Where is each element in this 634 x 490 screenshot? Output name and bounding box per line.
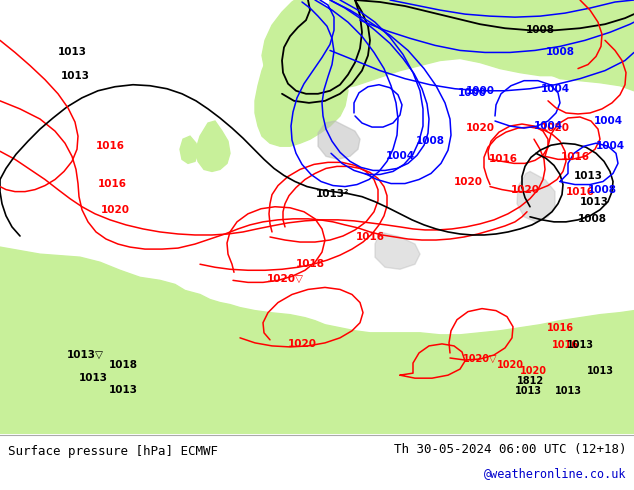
Polygon shape — [375, 232, 420, 270]
Text: 1016: 1016 — [560, 152, 590, 162]
Polygon shape — [517, 172, 555, 222]
Text: @weatheronline.co.uk: @weatheronline.co.uk — [484, 467, 626, 480]
Text: 1013: 1013 — [555, 386, 581, 396]
Text: 1020: 1020 — [496, 360, 524, 370]
Text: 1020: 1020 — [101, 205, 129, 215]
Polygon shape — [255, 0, 348, 146]
Text: 1020: 1020 — [541, 123, 569, 133]
Text: 1018: 1018 — [108, 360, 138, 370]
Polygon shape — [0, 247, 634, 434]
Text: 1004: 1004 — [385, 151, 415, 161]
Text: 1004: 1004 — [593, 116, 623, 126]
Text: 1008: 1008 — [545, 48, 574, 57]
Text: 1013▽: 1013▽ — [67, 350, 103, 360]
Text: 1812: 1812 — [517, 376, 543, 386]
Text: Surface pressure [hPa] ECMWF: Surface pressure [hPa] ECMWF — [8, 445, 218, 458]
Text: 1016: 1016 — [566, 187, 595, 196]
Text: 1004: 1004 — [595, 141, 624, 151]
Polygon shape — [315, 0, 634, 91]
Polygon shape — [196, 121, 230, 172]
Text: 1008: 1008 — [578, 214, 607, 224]
Text: 1020▽: 1020▽ — [463, 354, 497, 364]
Polygon shape — [540, 0, 634, 91]
Text: 1013²: 1013² — [316, 189, 350, 198]
Text: 1008: 1008 — [415, 136, 444, 146]
Text: 1020: 1020 — [510, 185, 540, 195]
Text: 1013: 1013 — [58, 48, 86, 57]
Text: 1000: 1000 — [465, 86, 495, 96]
Polygon shape — [262, 0, 342, 93]
Text: 1020: 1020 — [453, 176, 482, 187]
Text: 1016: 1016 — [98, 178, 127, 189]
Text: 1016: 1016 — [552, 340, 578, 350]
Text: 1008: 1008 — [526, 25, 555, 35]
Text: 1013: 1013 — [515, 386, 541, 396]
Text: 1013: 1013 — [60, 71, 89, 81]
Text: 1016: 1016 — [96, 141, 124, 151]
Text: 1020: 1020 — [465, 123, 495, 133]
Text: 1020: 1020 — [287, 339, 316, 349]
Text: 1013: 1013 — [586, 366, 614, 376]
Polygon shape — [318, 121, 360, 159]
Text: 1020▽: 1020▽ — [266, 274, 304, 284]
Text: 1013: 1013 — [79, 373, 108, 383]
Text: 1004: 1004 — [540, 84, 569, 94]
Text: Th 30-05-2024 06:00 UTC (12+18): Th 30-05-2024 06:00 UTC (12+18) — [394, 443, 626, 456]
Polygon shape — [600, 0, 634, 30]
Text: 1013: 1013 — [574, 172, 602, 181]
Text: 1020: 1020 — [519, 366, 547, 376]
Text: 1004: 1004 — [533, 121, 562, 131]
Text: 1013: 1013 — [579, 196, 609, 207]
Text: 1013: 1013 — [567, 340, 593, 350]
Polygon shape — [180, 136, 198, 163]
Text: 1016: 1016 — [547, 323, 574, 333]
Text: 1008: 1008 — [588, 185, 616, 195]
Text: 1013: 1013 — [108, 385, 138, 395]
Text: 1016: 1016 — [356, 232, 384, 242]
Text: 1016: 1016 — [489, 154, 517, 164]
Text: 1000: 1000 — [458, 88, 486, 98]
Text: 1018: 1018 — [295, 259, 325, 269]
